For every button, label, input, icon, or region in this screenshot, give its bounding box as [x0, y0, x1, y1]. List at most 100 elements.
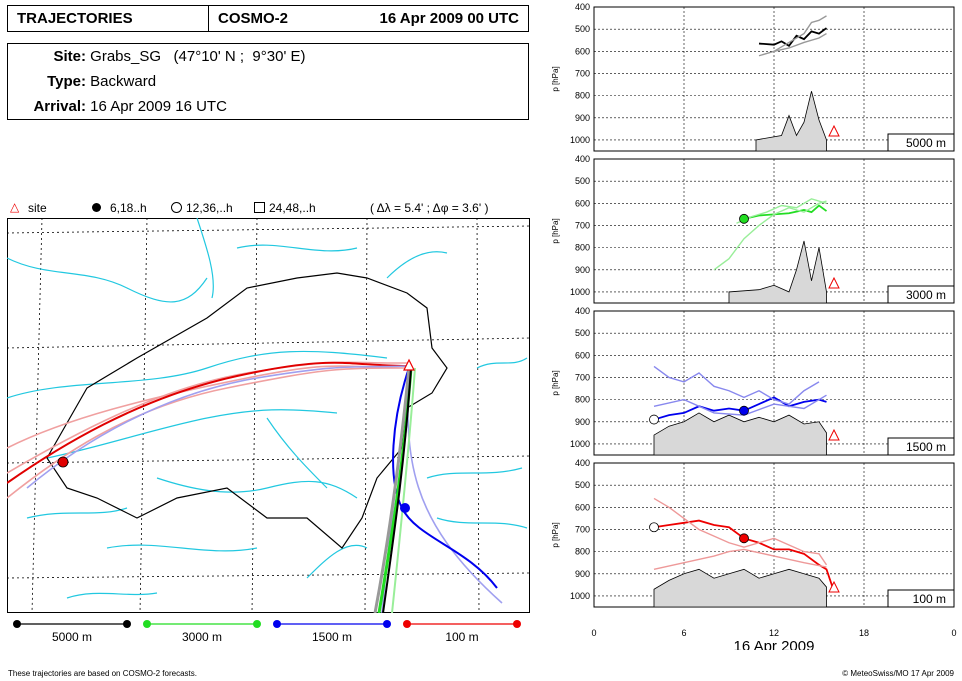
site-triangle-icon	[828, 428, 840, 441]
xtick-label: 0	[591, 628, 596, 638]
model-name: COSMO-2	[218, 10, 289, 27]
site-label: Site:	[53, 48, 86, 65]
title: TRAJECTORIES	[17, 10, 133, 27]
panel-label: 100 m	[913, 592, 946, 606]
site-triangle-icon	[828, 276, 840, 289]
ytick-label: 900	[575, 265, 590, 275]
height-legend-dot	[403, 620, 411, 628]
series-line-ens2	[653, 548, 827, 571]
ytick-label: 500	[575, 176, 590, 186]
open-square-icon	[254, 202, 265, 213]
ylabel: p [hPa]	[551, 370, 560, 395]
ylabel: p [hPa]	[551, 66, 560, 91]
xtick-label: 12	[769, 628, 779, 638]
height-legend-dot	[143, 620, 151, 628]
height-legend: 5000 m 3000 m 1500 m 100 m	[13, 620, 521, 644]
ytick-label: 400	[575, 306, 590, 316]
series-line-ens2	[736, 198, 827, 224]
ytick-label: 1000	[570, 591, 590, 601]
series-marker	[739, 405, 749, 416]
ytick-label: 900	[575, 569, 590, 579]
ytick-label: 800	[575, 395, 590, 405]
legend-filled: 6,18..h	[110, 201, 147, 215]
series-marker	[739, 213, 749, 224]
height-legend-dot	[383, 620, 391, 628]
profile-panel: 400 500 600 700 800 900 1000 p [hPa] 1500 m	[551, 306, 955, 456]
height-legend-dot	[273, 620, 281, 628]
ytick-label: 600	[575, 198, 590, 208]
country-border	[46, 272, 448, 549]
profile-panel: 400 500 600 700 800 900 1000 p [hPa] 5000 m	[551, 2, 955, 152]
series-line-main	[653, 519, 835, 592]
series-line-ens1	[713, 200, 827, 271]
run-time: 16 Apr 2009 00 UTC	[379, 10, 519, 27]
ytick-label: 800	[575, 547, 590, 557]
height-legend-label: 5000 m	[52, 630, 92, 644]
ytick-label: 700	[575, 68, 590, 78]
height-legend-label: 100 m	[445, 630, 478, 644]
marker-blue-filled	[400, 503, 410, 513]
filled-circle-icon	[92, 203, 101, 212]
ytick-label: 600	[575, 350, 590, 360]
footer-note: These trajectories are based on COSMO-2 …	[8, 669, 197, 678]
terrain-area	[755, 91, 827, 152]
ylabel: p [hPa]	[551, 218, 560, 243]
trajectory-map	[7, 218, 530, 613]
ytick-label: 800	[575, 91, 590, 101]
site-value: Grabs_SG (47°10' N ; 9°30' E)	[90, 48, 306, 65]
xtick-label: 18	[859, 628, 869, 638]
legend-delta: ( Δλ = 5.4' ; Δφ = 3.6' )	[370, 201, 489, 215]
height-legend-dot	[513, 620, 521, 628]
title-bar: TRAJECTORIES COSMO-2 16 Apr 2009 00 UTC	[7, 5, 529, 32]
panel-label: 1500 m	[906, 440, 946, 454]
ytick-label: 500	[575, 24, 590, 34]
profile-panel: 400 500 600 700 800 900 1000 p [hPa] 3000 m	[551, 154, 955, 304]
triangle-icon: △	[10, 200, 20, 214]
xaxis-date: 16 Apr 2009	[734, 638, 815, 650]
panel-label-box	[887, 285, 955, 304]
panel-label: 5000 m	[906, 136, 946, 150]
ytick-label: 700	[575, 220, 590, 230]
ytick-label: 700	[575, 372, 590, 382]
trajectory-lines	[7, 361, 503, 613]
height-legend-label: 1500 m	[312, 630, 352, 644]
profile-panel: 400 500 600 700 800 900 1000 p [hPa] 100 m	[551, 458, 955, 608]
ytick-label: 600	[575, 502, 590, 512]
height-legend-label: 3000 m	[182, 630, 222, 644]
ytick-label: 700	[575, 524, 590, 534]
ytick-label: 1000	[570, 439, 590, 449]
ytick-label: 600	[575, 46, 590, 56]
site-triangle-icon	[828, 580, 840, 593]
series-line-ens1	[653, 497, 828, 566]
series-line-main	[743, 204, 828, 220]
series-marker	[649, 414, 659, 425]
symbol-legend: △ site 6,18..h 12,36,..h 24,48,..h ( Δλ …	[10, 200, 530, 217]
terrain-area	[728, 240, 827, 304]
ytick-label: 900	[575, 113, 590, 123]
terrain-area	[653, 568, 827, 608]
series-line-main	[758, 27, 828, 47]
panel-label: 3000 m	[906, 288, 946, 302]
series-line-ens2	[758, 32, 827, 57]
panel-label-box	[887, 437, 955, 456]
site-row: Site: Grabs_SG (47°10' N ; 9°30' E)	[8, 48, 306, 65]
ytick-label: 400	[575, 2, 590, 12]
rivers-lakes	[7, 218, 528, 599]
map-grid	[7, 218, 530, 613]
legend-site: site	[28, 201, 47, 215]
xtick-label: 0	[951, 628, 956, 638]
footer-copyright: © MeteoSwiss/MO 17 Apr 2009	[842, 669, 954, 678]
series-marker	[649, 522, 659, 533]
type-value: Backward	[90, 73, 157, 90]
legend-square: 24,48,..h	[269, 201, 316, 215]
open-circle-icon	[171, 202, 182, 213]
height-legend-dot	[253, 620, 261, 628]
ytick-label: 400	[575, 458, 590, 468]
height-legend-dot	[123, 620, 131, 628]
ylabel: p [hPa]	[551, 522, 560, 547]
series-line-ens1	[653, 365, 820, 405]
site-triangle-icon	[828, 124, 840, 137]
info-box: Site: Grabs_SG (47°10' N ; 9°30' E) Type…	[7, 43, 529, 120]
profile-panels: 400 500 600 700 800 900 1000 p [hPa] 5000 m 400 50…	[551, 2, 957, 650]
arrival-value: 16 Apr 2009 16 UTC	[90, 98, 227, 115]
